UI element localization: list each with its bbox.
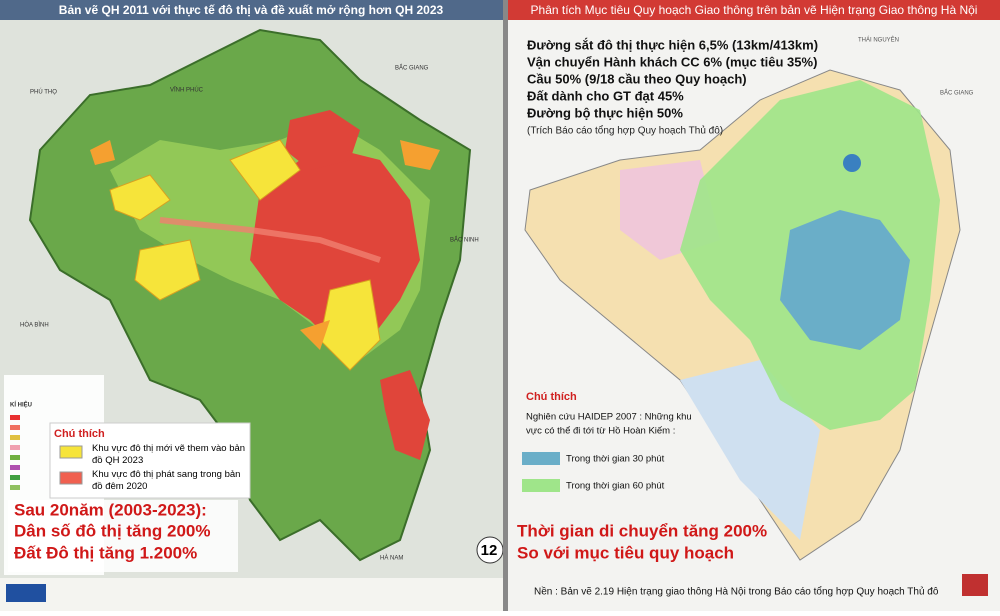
place-label: BẮC GIANG: [395, 64, 429, 72]
fact-line: Đất dành cho GT đạt 45%: [527, 88, 684, 103]
legend-title: Chú thích: [526, 391, 577, 403]
page-number: 12: [481, 542, 498, 559]
place-label: BẮC GIANG: [940, 89, 974, 97]
logo: [962, 574, 988, 596]
fact-line: Vận chuyển Hành khách CC 6% (mục tiêu 35…: [527, 54, 817, 69]
place-label: HÒA BÌNH: [20, 322, 49, 329]
stat-line: Đất Đô thị tăng 1.200%: [14, 543, 197, 562]
left-title-bar: [0, 0, 503, 20]
place-label: VĨNH PHÚC: [170, 87, 204, 94]
urban-red: [380, 370, 430, 460]
fact-line: Cầu 50% (9/18 cầu theo Quy hoạch): [527, 71, 747, 86]
fact-line: Đường bộ thực hiện 50%: [527, 105, 683, 120]
legend-item: Khu vực đô thị mới vẽ them vào bản đồ QH…: [92, 443, 246, 466]
legend-item-text: Khu vực đô thị phát sang trong bản đồ đê…: [92, 469, 241, 492]
district-zone: [680, 360, 820, 540]
stat-line: Dân số đô thị tăng 200%: [14, 521, 210, 540]
symbol-swatches: [10, 415, 20, 490]
stat-line: Sau 20năm (2003-2023):: [14, 500, 207, 519]
left-title: Bản vẽ QH 2011 với thực tế đô thị và đề …: [59, 3, 444, 17]
legend-swatch: [522, 452, 560, 465]
legend-title: Chú thích: [54, 428, 105, 440]
conclusion-line: So với mục tiêu quy hoạch: [517, 543, 734, 562]
divider: [503, 0, 508, 611]
fact-line: Đường sắt đô thị thực hiện 6,5% (13km/41…: [527, 37, 818, 52]
source-note: (Trích Báo cáo tổng hợp Quy hoạch Thủ đô…: [527, 125, 723, 137]
legend-item: Khu vực đô thị phát sang trong bản đồ đê…: [92, 469, 241, 492]
place-label: HÀ NAM: [380, 555, 403, 562]
legend-item: Trong thời gian 30 phút: [566, 454, 665, 465]
place-label: PHÚ THỌ: [30, 89, 57, 96]
symbols-title: KÍ HIỆU: [10, 401, 32, 409]
urban-red: [250, 150, 420, 350]
place-label: BẮC NINH: [450, 236, 479, 244]
expansion-strip: [159, 217, 381, 263]
orange-zone: [90, 140, 440, 350]
left-map-panel: Bản vẽ QH 2011 với thực tế đô thị và đề …: [0, 0, 504, 611]
place-label: THÁI NGUYÊN: [858, 36, 899, 44]
legend-description: Nghiên cứu HAIDEP 2007 : Những khu: [526, 412, 692, 423]
right-title-bar: [508, 0, 1000, 20]
right-map-panel: Phân tích Mục tiêu Quy hoạch Giao thông …: [508, 0, 1000, 611]
legend-swatch: [522, 479, 560, 492]
conclusion-line: Thời gian di chuyển tăng 200%: [517, 521, 767, 540]
yellow-zone: [109, 139, 381, 371]
stats-box: [8, 500, 238, 572]
zone-30min: [780, 210, 910, 350]
left-footer-strip: [0, 578, 503, 611]
legend-swatch: [59, 445, 83, 459]
legend-box: [49, 422, 251, 499]
legend-description: vực có thể đi tới từ Hồ Hoàn Kiếm :: [526, 426, 675, 437]
legend-swatch: [59, 471, 83, 485]
right-title: Phân tích Mục tiêu Quy hoạch Giao thông …: [531, 3, 978, 17]
legend-item: Trong thời gian 60 phút: [566, 481, 665, 492]
logo: [6, 584, 46, 602]
urban-red: [285, 110, 360, 170]
footer-note: Nền : Bản vẽ 2.19 Hiện trạng giao thông …: [534, 586, 939, 598]
legend-item-text: Khu vực đô thị mới vẽ them vào bản đồ QH…: [92, 443, 246, 466]
airport-icon: [843, 154, 861, 172]
